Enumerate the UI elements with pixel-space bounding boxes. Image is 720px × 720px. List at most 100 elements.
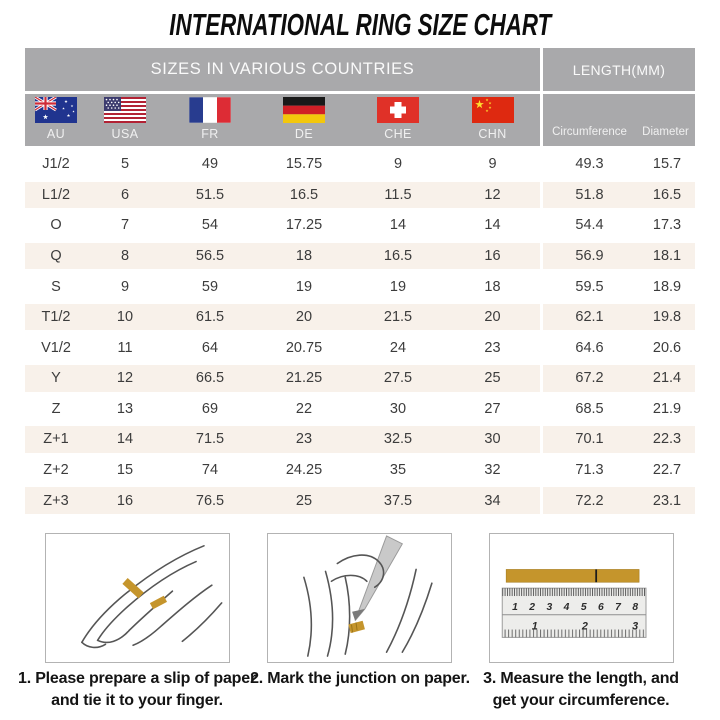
length-header: LENGTH(MM) xyxy=(543,48,695,91)
table-cell: 72.2 xyxy=(575,492,604,509)
table-cell: L1/2 xyxy=(41,186,71,203)
instruction-caption-1: 1. Please prepare a slip of paper and ti… xyxy=(7,668,267,712)
table-cell: 16.5 xyxy=(383,248,413,265)
table-cell: 16 xyxy=(484,248,501,265)
country-code-au: AU xyxy=(46,127,66,141)
table-row: L1/2 6 51.5 16.5 11.5 12 51.8 16.5 xyxy=(25,179,695,211)
table-cell: 5 xyxy=(120,156,130,173)
table-cell: 51.5 xyxy=(195,186,225,203)
table-cell: 23 xyxy=(295,431,313,448)
hand-with-paper-strip-illustration xyxy=(81,545,223,649)
table-cell: 54 xyxy=(201,217,219,234)
germany-flag-icon xyxy=(283,97,325,123)
table-cell: 7 xyxy=(120,217,130,234)
table-cell: 62.1 xyxy=(575,309,604,326)
table-cell: 11 xyxy=(117,339,133,356)
table-cell: 64 xyxy=(201,339,219,356)
table-cell: 21.25 xyxy=(285,370,323,387)
instruction-caption-3: 3. Measure the length, and get your circ… xyxy=(451,668,711,712)
country-column-au: AU xyxy=(25,94,87,146)
table-cell: 19.8 xyxy=(652,309,682,326)
table-cell: 25 xyxy=(484,370,501,387)
table-cell: 16.5 xyxy=(652,186,682,203)
page-title: INTERNATIONAL RING SIZE CHART xyxy=(169,7,551,42)
table-cell: 23.1 xyxy=(652,492,682,509)
table-cell: 20.6 xyxy=(652,339,682,356)
country-code-chn: CHN xyxy=(478,127,507,141)
table-cell: 10 xyxy=(116,309,134,326)
table-cell: Z xyxy=(51,400,61,417)
table-cell: 13 xyxy=(116,400,134,417)
table-cell: 49 xyxy=(201,156,219,173)
table-cell: 15.7 xyxy=(652,156,682,173)
table-cell: 56.9 xyxy=(575,248,604,265)
sizes-header: SIZES IN VARIOUS COUNTRIES xyxy=(25,48,540,91)
table-cell: 51.8 xyxy=(575,186,604,203)
instruction-box-1 xyxy=(45,533,230,663)
table-cell: 22 xyxy=(295,400,313,417)
table-cell: 18 xyxy=(484,278,501,295)
table-cell: 34 xyxy=(484,492,501,509)
table-cell: 16 xyxy=(116,492,134,509)
country-code-de: DE xyxy=(294,127,314,141)
mark-junction-illustration xyxy=(303,535,433,657)
table-cell: 76.5 xyxy=(195,492,225,509)
table-body: J1/2 5 49 15.75 9 9 49.3 15.7 L1/2 6 51.5 16.5 11.5 1… xyxy=(25,149,695,516)
country-code-usa: USA xyxy=(111,127,139,141)
table-header-row-2: AU xyxy=(25,94,695,146)
diameter-column-header: Diameter xyxy=(642,126,689,138)
instruction-box-2 xyxy=(267,533,452,663)
table-cell: 22.3 xyxy=(652,431,682,448)
table-cell: 14 xyxy=(484,217,501,234)
table-header-row-1: SIZES IN VARIOUS COUNTRIES LENGTH(MM) xyxy=(25,48,695,91)
table-cell: 66.5 xyxy=(195,370,225,387)
caption-line: 3. Measure the length, and xyxy=(483,670,679,687)
table-cell: 18.1 xyxy=(652,248,682,265)
table-row: T1/2 10 61.5 20 21.5 20 62.1 19.8 xyxy=(25,301,695,333)
table-cell: 32.5 xyxy=(383,431,413,448)
table-row: Y 12 66.5 21.25 27.5 25 67.2 21.4 xyxy=(25,363,695,394)
table-cell: 59.5 xyxy=(575,278,604,295)
table-cell: 11.5 xyxy=(384,186,412,203)
table-cell: 32 xyxy=(484,462,501,479)
country-column-fr: FR xyxy=(163,94,257,146)
table-cell: J1/2 xyxy=(42,156,70,173)
country-column-che: CHE xyxy=(351,94,445,146)
caption-line: and tie it to your finger. xyxy=(51,692,223,709)
caption-line: 2. Mark the junction on paper. xyxy=(250,670,470,687)
table-cell: 15.75 xyxy=(285,156,323,173)
table-cell: 25 xyxy=(295,492,313,509)
ruler-cm-numbers: 1 2 3 4 5 6 7 8 xyxy=(512,602,638,613)
country-column-de: DE xyxy=(257,94,351,146)
table-cell: 70.1 xyxy=(575,431,604,448)
table-cell: 9 xyxy=(488,156,497,173)
table-cell: 59 xyxy=(201,278,219,295)
table-cell: Z+3 xyxy=(43,492,69,509)
table-row: V1/2 11 64 20.75 24 23 64.6 20.6 xyxy=(25,332,695,363)
table-cell: 35 xyxy=(389,462,407,479)
switzerland-flag-icon xyxy=(377,97,419,123)
table-cell: 24 xyxy=(389,339,407,356)
section-divider xyxy=(540,48,543,516)
country-column-chn: CHN xyxy=(445,94,540,146)
table-cell: 17.25 xyxy=(285,217,323,234)
table-cell: 30 xyxy=(484,431,501,448)
table-row: Z+3 16 76.5 25 37.5 34 72.2 23.1 xyxy=(25,485,695,516)
table-cell: 8 xyxy=(120,248,130,265)
table-cell: 64.6 xyxy=(575,339,604,356)
table-cell: 27 xyxy=(484,400,501,417)
table-cell: 49.3 xyxy=(575,156,604,173)
table-cell: 30 xyxy=(389,400,407,417)
instruction-box-3: 1 2 3 4 5 6 7 8 1 2 3 xyxy=(489,533,674,663)
table-cell: 18 xyxy=(295,248,313,265)
circumference-column-header: Circumference xyxy=(552,126,627,138)
table-row: Z 13 69 22 30 27 68.5 21.9 xyxy=(25,394,695,425)
length-subheaders: Circumference Diameter xyxy=(543,94,695,146)
country-code-fr: FR xyxy=(201,127,219,141)
country-flags-row: AU xyxy=(25,94,540,146)
table-cell: 16.5 xyxy=(289,186,319,203)
table-cell: 20 xyxy=(295,309,313,326)
table-cell: 69 xyxy=(201,400,219,417)
caption-line: get your circumference. xyxy=(492,692,670,709)
